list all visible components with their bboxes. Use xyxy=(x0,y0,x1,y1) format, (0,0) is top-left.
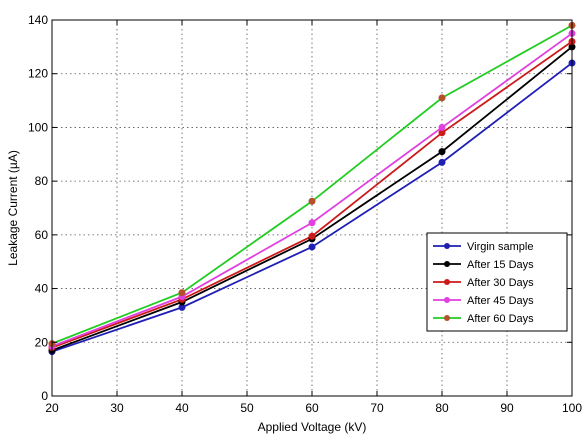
y-tick-label: 100 xyxy=(28,120,48,134)
y-axis-label: Leakage Current (µA) xyxy=(6,150,20,266)
legend-entry-label: After 15 Days xyxy=(467,259,534,271)
legend: Virgin sample After 15 Days After 30 Days A… xyxy=(426,232,568,332)
x-tick-label: 50 xyxy=(240,401,254,415)
x-axis-label: Applied Voltage (kV) xyxy=(258,420,367,434)
x-tick-label: 60 xyxy=(305,401,319,415)
x-tick-label: 40 xyxy=(175,401,189,415)
legend-swatch-marker xyxy=(444,261,450,267)
legend-entry-label: After 60 Days xyxy=(467,313,534,325)
legend-swatch-marker xyxy=(444,315,450,321)
legend-entry-label: After 30 Days xyxy=(467,277,534,289)
y-tick-label: 120 xyxy=(28,67,48,81)
legend-entry-label: After 45 Days xyxy=(467,295,534,307)
x-tick-label: 90 xyxy=(500,401,514,415)
legend-swatch-marker xyxy=(444,279,450,285)
data-point xyxy=(308,243,316,251)
y-tick-label: 40 xyxy=(35,282,49,296)
y-tick-label: 0 xyxy=(41,389,48,403)
x-tick-label: 30 xyxy=(110,401,124,415)
series-lines xyxy=(48,21,576,356)
legend-entry-label: Virgin sample xyxy=(467,241,533,253)
y-tick-label: 80 xyxy=(35,174,49,188)
y-tick-label: 20 xyxy=(35,335,49,349)
x-tick-label: 80 xyxy=(435,401,449,415)
data-point xyxy=(308,197,316,205)
x-tick-label: 100 xyxy=(562,401,582,415)
y-tick-label: 140 xyxy=(28,13,48,27)
legend-swatch-marker xyxy=(444,243,450,249)
data-point xyxy=(178,289,186,297)
plot-background xyxy=(52,20,572,396)
legend-swatch-marker xyxy=(444,297,450,303)
data-point xyxy=(308,219,316,227)
data-point xyxy=(438,94,446,102)
x-tick-label: 70 xyxy=(370,401,384,415)
data-point xyxy=(438,123,446,131)
y-tick-label: 60 xyxy=(35,228,49,242)
x-tick-label: 20 xyxy=(45,401,59,415)
data-point xyxy=(438,148,446,156)
data-point xyxy=(438,158,446,166)
data-point xyxy=(308,232,316,240)
